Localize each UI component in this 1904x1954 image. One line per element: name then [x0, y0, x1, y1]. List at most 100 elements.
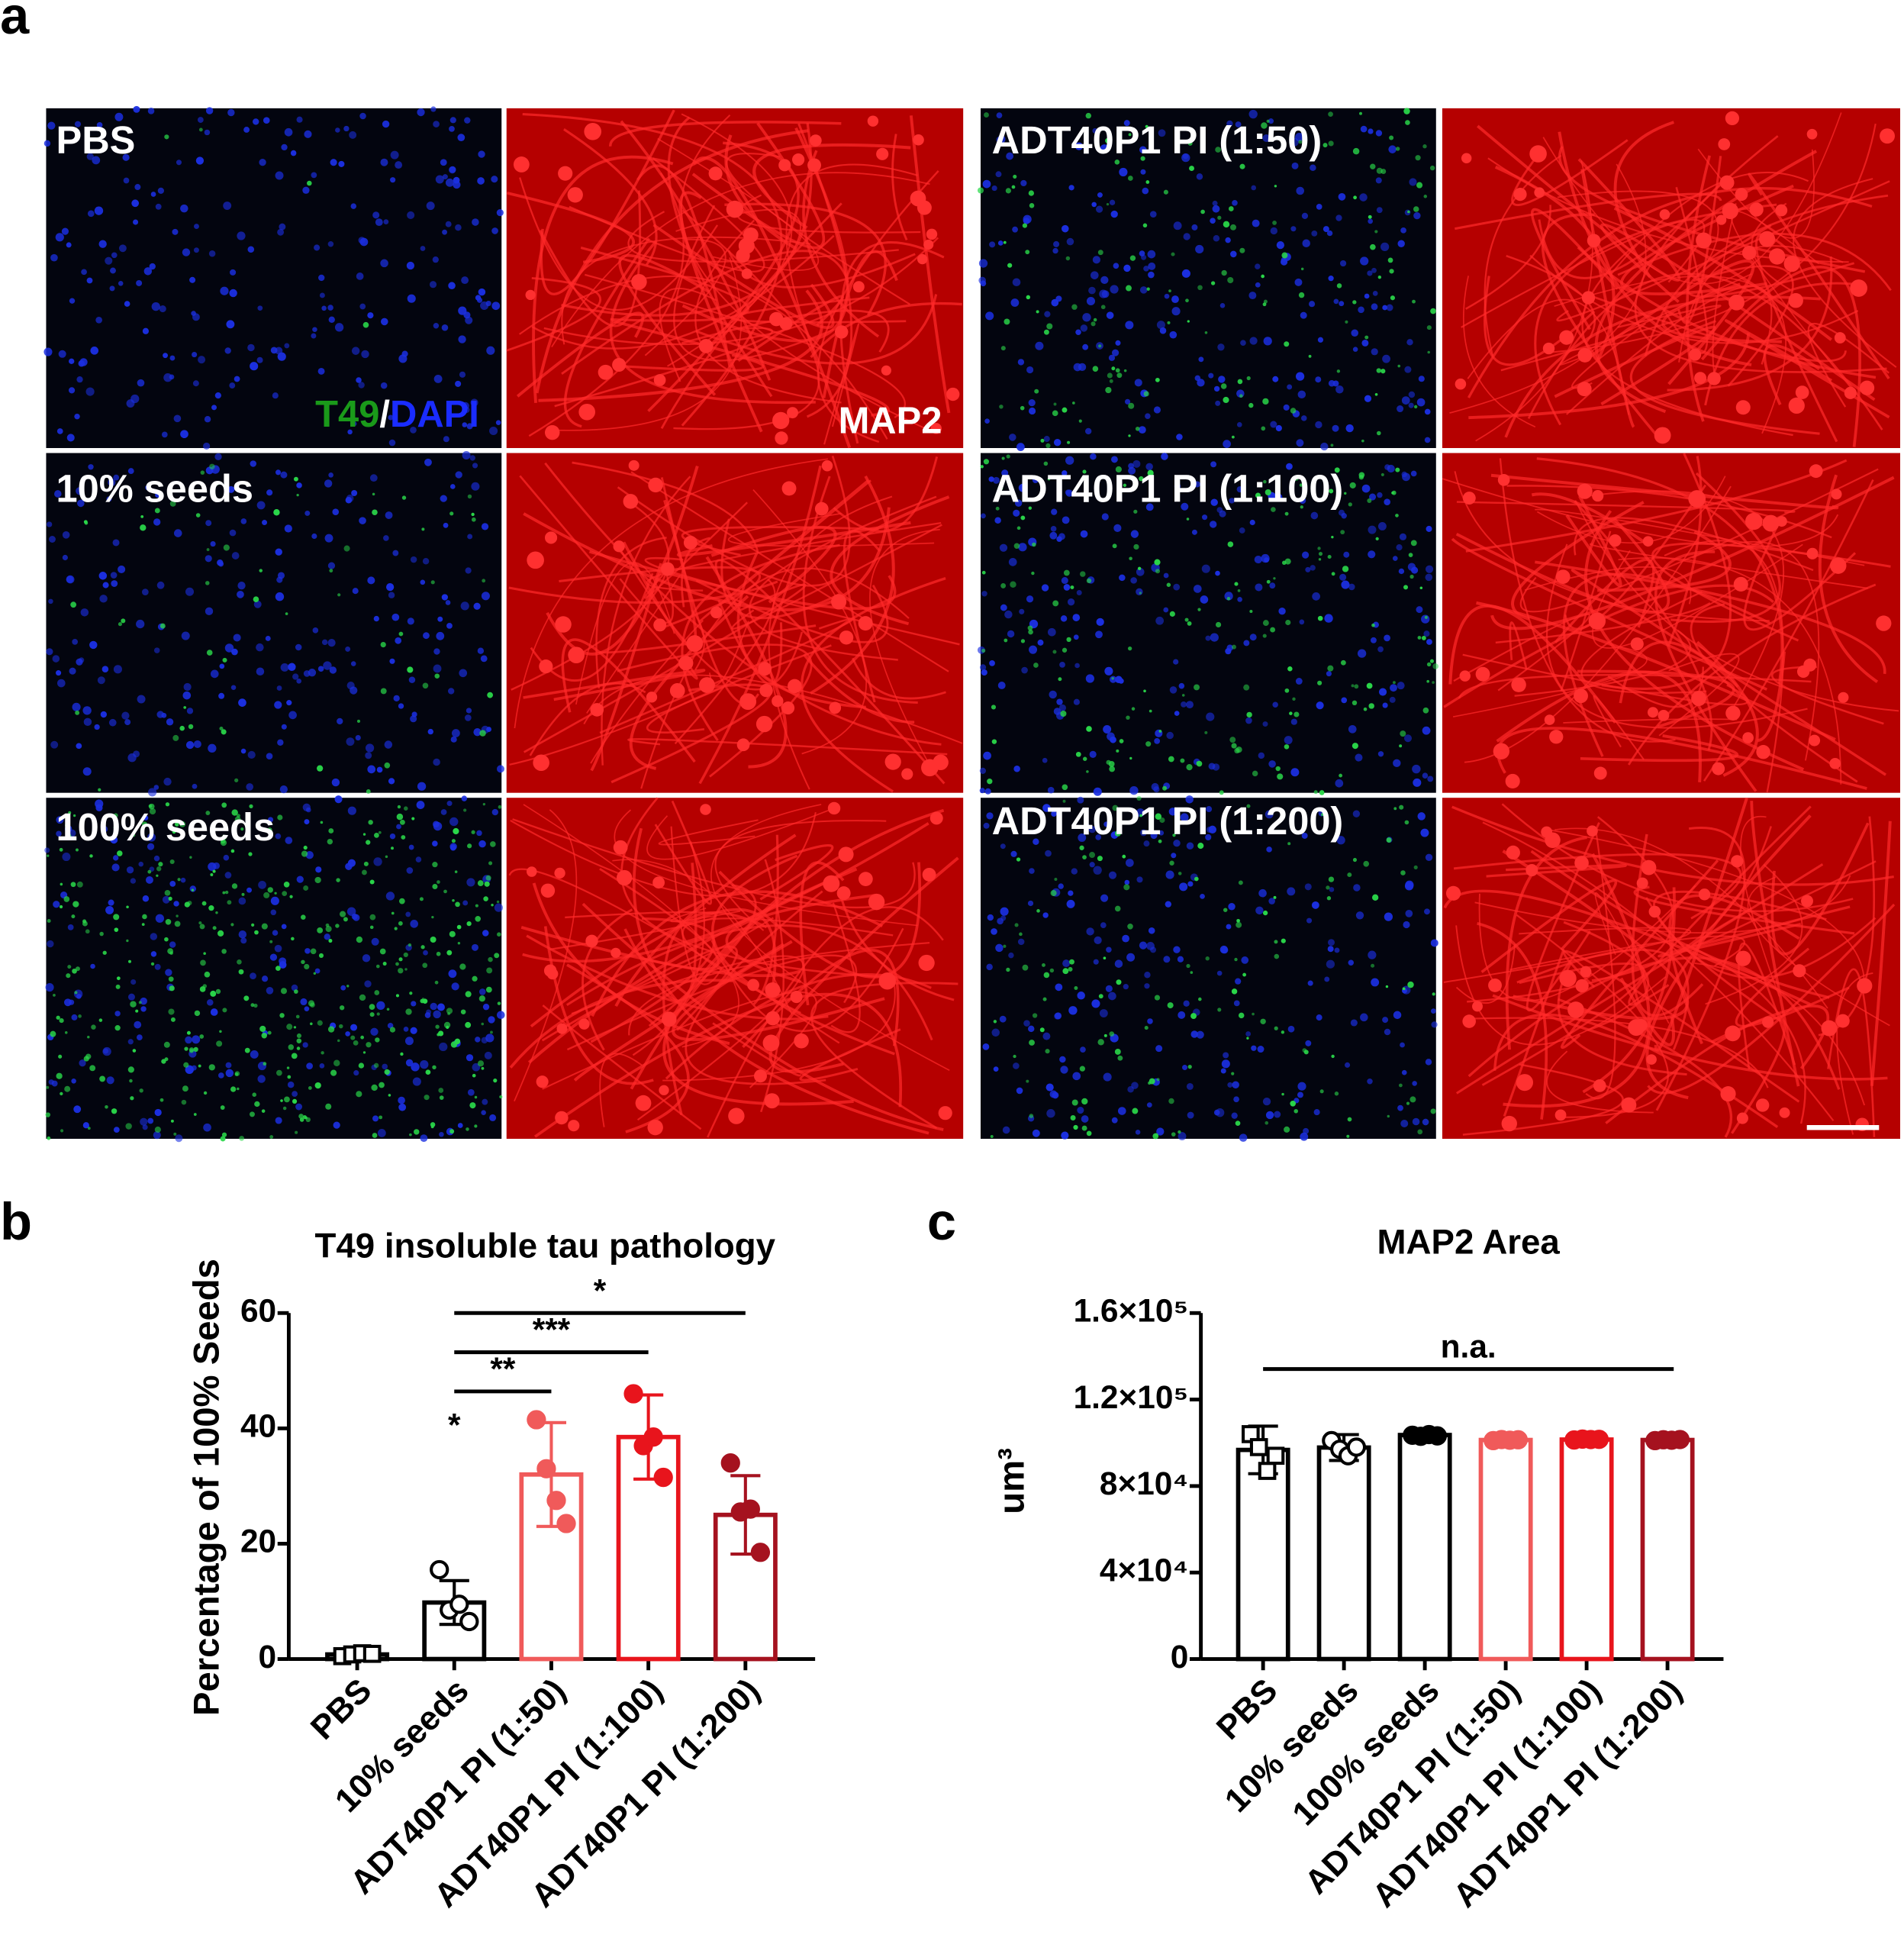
nucleus: [1425, 565, 1434, 573]
tau-spot: [170, 1017, 176, 1022]
tau-spot: [71, 914, 76, 919]
tau-spot: [1029, 203, 1035, 208]
nucleus: [229, 382, 236, 389]
nucleus: [1223, 1052, 1229, 1059]
nucleus: [1026, 595, 1034, 603]
neurite: [599, 1053, 643, 1127]
soma: [545, 424, 560, 440]
nucleus: [1249, 519, 1255, 526]
tau-spot: [1293, 1109, 1298, 1114]
nucleus: [385, 892, 395, 901]
tau-spot: [1119, 739, 1124, 743]
nucleus: [94, 206, 104, 215]
tau-spot: [1371, 963, 1375, 968]
soma: [1803, 658, 1817, 672]
soma: [814, 501, 829, 516]
tau-spot: [439, 1095, 444, 1100]
soma: [631, 273, 647, 290]
tau-spot: [261, 1109, 266, 1113]
nucleus: [1088, 286, 1096, 295]
nucleus: [1235, 978, 1242, 985]
tau-spot: [1189, 166, 1194, 172]
soma: [921, 759, 939, 777]
significance-label: n.a.: [1441, 1329, 1496, 1365]
nucleus: [306, 1062, 313, 1069]
nucleus: [1368, 950, 1377, 959]
nucleus: [437, 616, 443, 622]
tau-spot: [66, 973, 71, 979]
tau-spot: [1327, 554, 1332, 559]
nucleus: [1290, 718, 1297, 725]
nucleus: [1155, 1045, 1163, 1053]
tau-spot: [216, 498, 219, 501]
nucleus: [350, 203, 357, 209]
nucleus: [1000, 915, 1007, 921]
nucleus: [1075, 329, 1081, 336]
nucleus: [389, 833, 396, 840]
tau-spot: [1331, 535, 1334, 539]
panel-letter: c: [927, 1192, 956, 1251]
nucleus: [74, 121, 82, 127]
nucleus: [205, 555, 212, 563]
tau-spot: [116, 850, 123, 856]
soma: [1635, 1018, 1648, 1032]
neurite: [1793, 178, 1897, 368]
tau-spot: [452, 898, 455, 902]
nucleus: [327, 639, 336, 647]
neurite: [1455, 192, 1722, 231]
tau-spot: [1281, 938, 1286, 943]
stain-sep: /: [379, 394, 390, 435]
tau-spot: [127, 1066, 134, 1073]
nucleus: [1384, 498, 1391, 505]
nucleus: [376, 1001, 385, 1011]
tau-spot: [997, 485, 1004, 491]
tau-spot: [1028, 629, 1033, 635]
nucleus: [1275, 424, 1282, 432]
tau-spot: [1327, 665, 1334, 672]
nucleus: [462, 422, 468, 427]
nucleus: [1173, 946, 1181, 953]
tau-spot: [368, 820, 373, 825]
nucleus: [1384, 464, 1390, 470]
tau-spot: [401, 495, 407, 500]
tau-spot: [1432, 992, 1435, 996]
tau-spot: [422, 962, 428, 969]
tau-spot: [1052, 410, 1058, 417]
tau-spot: [1159, 817, 1165, 824]
tau-spot: [443, 889, 447, 894]
neurite: [1477, 921, 1548, 1120]
nucleus: [247, 343, 255, 352]
nucleus: [105, 905, 114, 914]
tau-spot: [499, 1095, 503, 1099]
nucleus: [1384, 634, 1390, 642]
nucleus: [982, 179, 991, 189]
tau-spot: [1011, 185, 1016, 189]
nucleus: [102, 1046, 111, 1056]
nucleus: [80, 608, 89, 617]
nucleus: [1217, 343, 1225, 351]
nucleus: [980, 280, 987, 287]
tau-spot: [454, 870, 458, 874]
neurite: [1560, 530, 1612, 692]
tau-spot: [163, 1041, 170, 1048]
nucleus: [150, 192, 156, 197]
neurite: [737, 295, 844, 362]
tau-spot: [1293, 476, 1299, 481]
nucleus: [1233, 1000, 1240, 1007]
nucleus: [1017, 938, 1025, 946]
tau-spot: [1281, 1030, 1285, 1034]
tau-spot: [1415, 155, 1421, 161]
nucleus: [449, 125, 455, 132]
nucleus: [1043, 436, 1050, 443]
tau-spot: [274, 892, 277, 895]
nucleus: [997, 681, 1006, 689]
nucleus: [1424, 908, 1430, 915]
tau-spot: [1145, 741, 1152, 747]
tau-spot: [432, 1065, 437, 1070]
nucleus: [1210, 218, 1216, 224]
tau-spot: [1178, 1130, 1181, 1134]
nucleus: [1148, 262, 1156, 270]
nucleus: [377, 1129, 386, 1137]
soma: [922, 867, 936, 882]
nucleus: [90, 347, 99, 355]
